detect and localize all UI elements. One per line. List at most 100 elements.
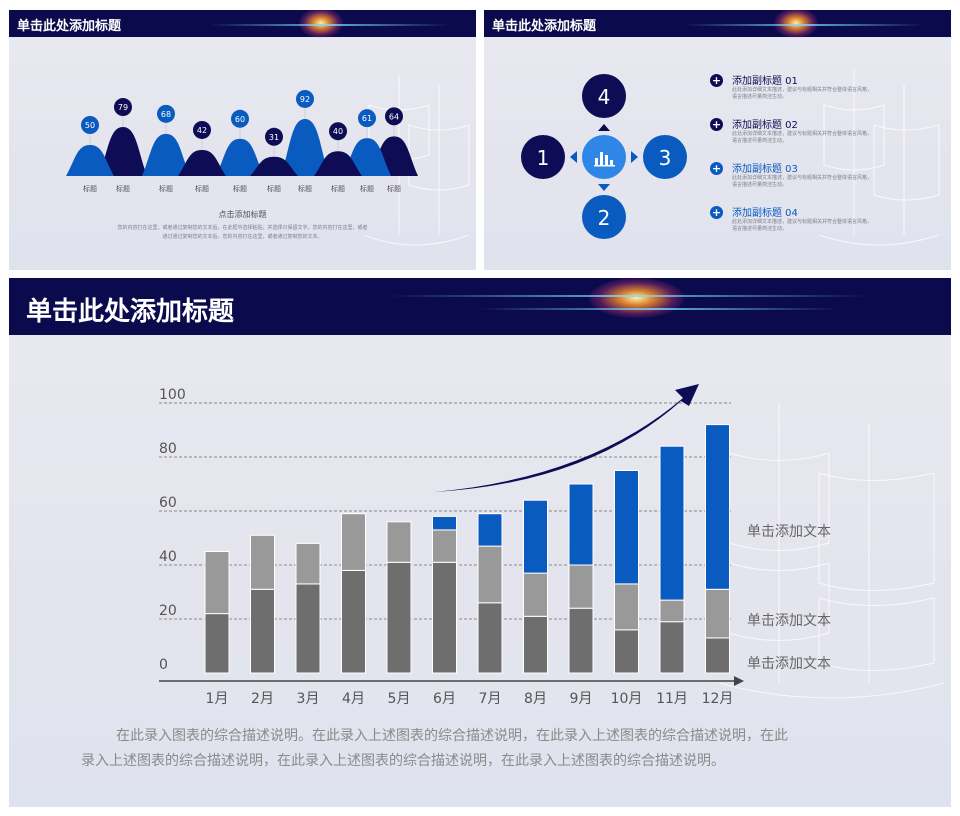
category-label: 标题 xyxy=(387,184,401,193)
category-label: 标题 xyxy=(331,184,345,193)
light-streak xyxy=(389,295,869,297)
x-tick-label: 11月 xyxy=(656,691,688,707)
panel-bottom: 单击此处添加标题 0 20 40 60 80 100 1月 2月 3月 4月 5月 6月 7月 8月 9月… xyxy=(9,278,951,807)
area-peak[interactable] xyxy=(178,149,226,176)
category-label: 标题 xyxy=(159,184,173,193)
list-item[interactable]: + 添加副标题 02 此处添加详细文本描述，建议与标题相关并符合整体语言风格， … xyxy=(710,116,946,160)
bar-segment[interactable] xyxy=(614,583,639,631)
bar-segment[interactable] xyxy=(568,607,594,674)
panel-title[interactable]: 单击此处添加标题 xyxy=(26,297,235,327)
item-title: 添加副标题 04 xyxy=(732,208,798,219)
value-bubble xyxy=(193,120,211,139)
annotation-text[interactable]: 单击添加文本 xyxy=(747,656,831,672)
light-flare xyxy=(589,278,684,318)
item-desc-line2: 语言描述尽量简洁生动。 xyxy=(732,182,788,188)
node-4[interactable] xyxy=(582,74,626,118)
plus-icon: + xyxy=(710,118,723,131)
bar-segment[interactable] xyxy=(477,545,503,604)
bar-segment[interactable] xyxy=(386,561,412,674)
y-tick-label: 20 xyxy=(159,603,177,619)
bar-segment[interactable] xyxy=(659,621,685,674)
bar-segment[interactable] xyxy=(341,513,366,571)
bar-segment[interactable] xyxy=(614,470,639,585)
item-title: 添加副标题 03 xyxy=(732,164,798,175)
area-peak[interactable] xyxy=(250,156,298,176)
bar-segment[interactable] xyxy=(341,569,366,674)
value-label: 61 xyxy=(362,114,372,123)
bar-segment[interactable] xyxy=(250,534,275,590)
description-line2: 录入上述图表的综合描述说明，在此录入上述图表的综合描述说明，在此录入上述图表的综… xyxy=(81,753,725,769)
bar-segment[interactable] xyxy=(250,588,275,674)
bar-segment[interactable] xyxy=(523,572,548,617)
panel-title[interactable]: 单击此处添加标题 xyxy=(17,19,122,34)
bar-segment[interactable] xyxy=(705,424,730,590)
value-label: 40 xyxy=(333,127,343,136)
y-tick-label: 40 xyxy=(159,549,177,565)
value-bubble xyxy=(358,109,376,128)
list-item[interactable]: + 添加副标题 01 此处添加详细文本描述，建议与标题相关并符合整体语言风格， … xyxy=(710,72,946,116)
bar-segment[interactable] xyxy=(432,529,457,563)
item-desc-line1: 此处添加详细文本描述，建议与标题相关并符合整体语言风格， xyxy=(732,175,873,181)
bar-segment[interactable] xyxy=(523,615,548,674)
list-item[interactable]: + 添加副标题 03 此处添加详细文本描述，建议与标题相关并符合整体语言风格， … xyxy=(710,160,946,204)
annotation-text[interactable]: 单击添加文本 xyxy=(747,613,831,629)
area-peak[interactable] xyxy=(99,127,147,176)
area-peak[interactable] xyxy=(142,133,190,176)
bar-segment[interactable] xyxy=(204,551,230,615)
node-1[interactable] xyxy=(521,135,565,179)
bar-segment[interactable] xyxy=(705,588,730,639)
bar-segment[interactable] xyxy=(477,513,503,547)
panel-top-left: 单击此处添加标题 50 79 68 42 60 31 92 40 61 64 标题 标题 标题 标题 标题… xyxy=(9,10,476,270)
bar-segment[interactable] xyxy=(659,599,685,623)
value-bubble xyxy=(231,109,249,128)
x-tick-label: 8月 xyxy=(524,691,547,707)
x-tick-label: 3月 xyxy=(297,691,320,707)
x-tick-label: 7月 xyxy=(479,691,502,707)
bar-segment[interactable] xyxy=(295,583,321,674)
area-peak[interactable] xyxy=(66,145,114,176)
panel1-desc-line1: 您的内容打在这里，或者通过复制您的文本后，在此框中选择粘贴，并选择只保留文字。您… xyxy=(117,225,368,231)
process-diagram: 1 2 3 4 xyxy=(521,74,687,239)
x-tick-label: 1月 xyxy=(206,691,229,707)
panel-header: 单击此处添加标题 xyxy=(9,278,951,335)
node-1-label: 1 xyxy=(537,146,550,170)
area-chart: 50 79 68 42 60 31 92 40 61 64 标题 标题 标题 标题 标题 标题 标题 标题 标题 标… xyxy=(66,89,418,193)
area-peak[interactable] xyxy=(281,118,329,176)
bar-segment[interactable] xyxy=(523,499,548,574)
item-list: + 添加副标题 01 此处添加详细文本描述，建议与标题相关并符合整体语言风格， … xyxy=(710,72,946,248)
value-label: 42 xyxy=(197,126,207,135)
bar-segment[interactable] xyxy=(614,629,639,674)
item-desc-line1: 此处添加详细文本描述，建议与标题相关并符合整体语言风格， xyxy=(732,87,873,93)
bar-segment[interactable] xyxy=(568,564,594,609)
area-peak[interactable] xyxy=(216,138,264,176)
value-label: 31 xyxy=(269,133,279,142)
bar-segment[interactable] xyxy=(477,602,503,674)
list-item[interactable]: + 添加副标题 04 此处添加详细文本描述，建议与标题相关并符合整体语言风格， … xyxy=(710,204,946,248)
item-title: 添加副标题 01 xyxy=(732,76,798,87)
category-label: 标题 xyxy=(116,184,130,193)
node-2[interactable] xyxy=(582,195,626,239)
value-bubble xyxy=(265,127,283,146)
bar-segment[interactable] xyxy=(432,561,457,674)
node-3[interactable] xyxy=(643,135,687,179)
bar-segment[interactable] xyxy=(204,613,230,674)
bar-segment[interactable] xyxy=(659,445,685,601)
value-label: 50 xyxy=(85,121,95,130)
category-label: 标题 xyxy=(233,184,247,193)
bar-segment[interactable] xyxy=(295,542,321,585)
annotation-text[interactable]: 单击添加文本 xyxy=(747,524,831,540)
panel1-subtitle: 点击添加标题 xyxy=(218,210,267,219)
item-title: 添加副标题 02 xyxy=(732,120,798,131)
item-desc-line1: 此处添加详细文本描述，建议与标题相关并符合整体语言风格， xyxy=(732,131,873,137)
panel-title[interactable]: 单击此处添加标题 xyxy=(492,19,597,34)
bar-segment[interactable] xyxy=(386,521,412,563)
area-peak[interactable] xyxy=(314,151,362,176)
value-bubble xyxy=(114,98,132,117)
category-label: 标题 xyxy=(298,184,312,193)
bar-chart: 0 20 40 60 80 100 1月 2月 3月 4月 5月 6月 7月 8月 9月 10月 11月 12月 xyxy=(159,384,744,707)
y-tick-label: 100 xyxy=(159,387,186,403)
category-label: 标题 xyxy=(267,184,281,193)
bar-segment[interactable] xyxy=(705,637,730,674)
bar-segment[interactable] xyxy=(568,483,594,566)
bar-segment[interactable] xyxy=(432,515,457,531)
